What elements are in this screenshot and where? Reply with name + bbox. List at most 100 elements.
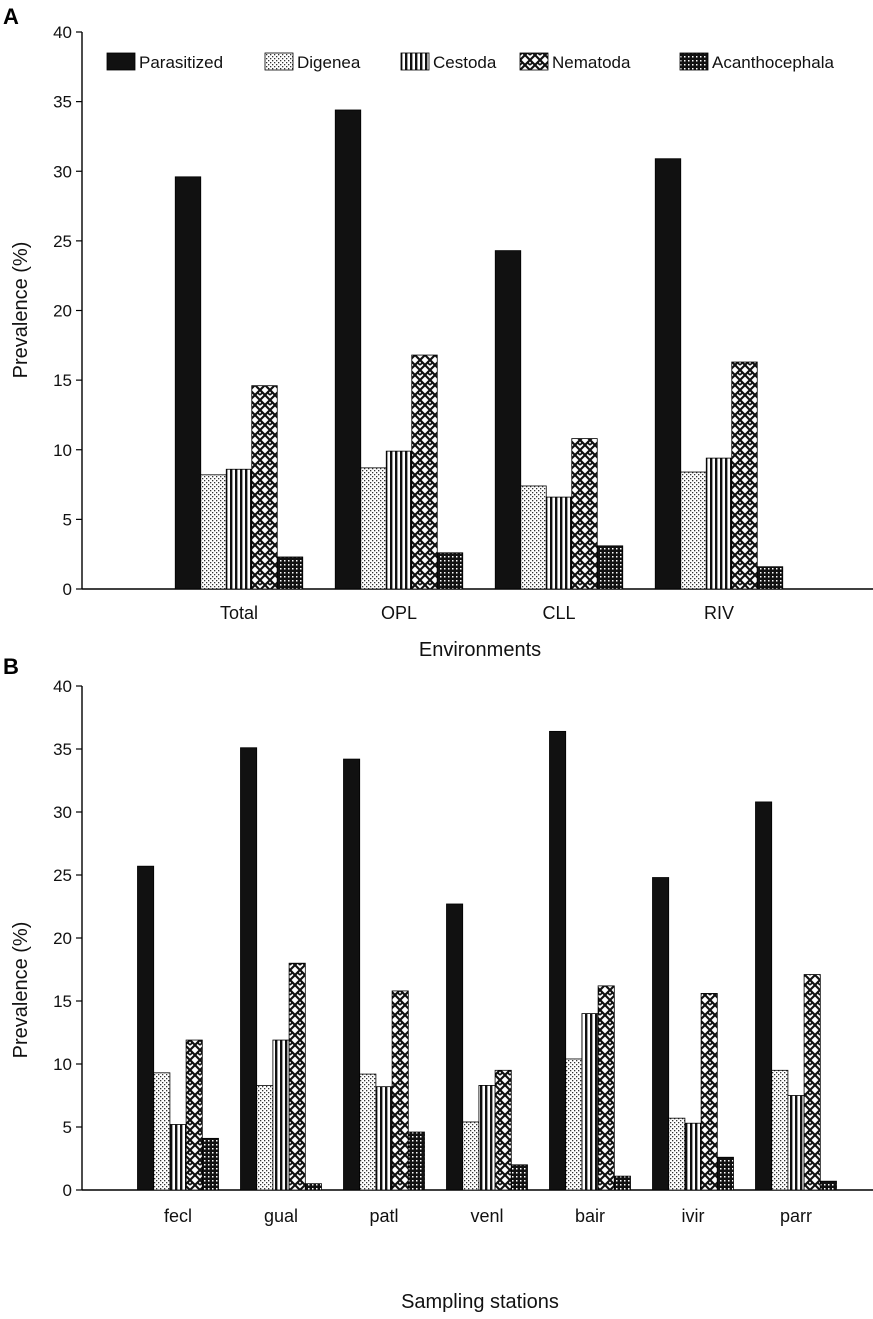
y-tick-label: 5 — [63, 510, 72, 529]
y-tick-label: 20 — [53, 929, 72, 948]
legend-label-parasitized: Parasitized — [139, 53, 223, 72]
y-tick-label: 35 — [53, 740, 72, 759]
bar-nematoda-bair — [597, 985, 615, 1191]
bar-nematoda-fecl — [185, 1039, 203, 1191]
bar-acanthocephala-venl — [510, 1164, 528, 1191]
legend-label-cestoda: Cestoda — [433, 53, 497, 72]
bar-nematoda-cll — [571, 438, 598, 590]
legend-swatch-nematoda — [519, 52, 549, 71]
y-tick-label: 15 — [53, 992, 72, 1011]
bar-cestoda-parr — [787, 1095, 805, 1191]
y-tick-label: 30 — [53, 803, 72, 822]
bar-digenea-patl — [359, 1073, 377, 1191]
bar-acanthocephala-bair — [613, 1175, 631, 1191]
y-tick-label: 25 — [53, 866, 72, 885]
bar-parasitized-opl — [334, 109, 362, 590]
bar-digenea-total — [200, 474, 227, 590]
bar-digenea-cll — [520, 485, 547, 590]
bar-acanthocephala-parr — [819, 1180, 837, 1191]
x-tick-label: fecl — [164, 1206, 192, 1226]
bar-parasitized-cll — [494, 250, 522, 590]
x-tick-label: venl — [470, 1206, 503, 1226]
x-tick-label: OPL — [381, 603, 417, 623]
bar-nematoda-ivir — [700, 993, 718, 1191]
y-axis-title-b: Prevalence (%) — [10, 922, 32, 1059]
bar-digenea-ivir — [668, 1117, 686, 1191]
legend: Parasitized Digenea Cestoda Nematoda Acantho… — [106, 52, 834, 72]
bar-digenea-parr — [771, 1069, 789, 1191]
x-tick-label: gual — [264, 1206, 298, 1226]
y-tick-label: 10 — [53, 441, 72, 460]
bar-parasitized-bair — [549, 730, 567, 1191]
x-tick-label: parr — [780, 1206, 812, 1226]
y-tick-label: 0 — [63, 1181, 72, 1200]
bar-nematoda-total — [251, 385, 278, 590]
y-tick-label: 20 — [53, 302, 72, 321]
bar-acanthocephala-total — [276, 556, 304, 590]
y-axis-title-a: Prevalence (%) — [10, 242, 32, 379]
x-tick-label: bair — [575, 1206, 605, 1226]
bar-nematoda-parr — [803, 974, 821, 1191]
legend-swatch-parasitized — [106, 52, 136, 71]
bar-acanthocephala-riv — [756, 566, 784, 590]
bar-cestoda-cll — [545, 496, 573, 590]
bar-acanthocephala-fecl — [201, 1137, 219, 1191]
bar-digenea-riv — [680, 471, 707, 590]
bar-acanthocephala-cll — [596, 545, 624, 590]
bar-cestoda-fecl — [169, 1124, 187, 1191]
plot-area-a: 0 5 10 15 20 25 30 35 40 Total OPL CLL RIV — [53, 23, 873, 623]
bar-cestoda-gual — [272, 1039, 290, 1191]
bar-cestoda-opl — [385, 450, 413, 590]
legend-swatch-acanthocephala — [679, 52, 709, 71]
y-tick-label: 10 — [53, 1055, 72, 1074]
y-tick-label: 40 — [53, 23, 72, 42]
bar-digenea-venl — [462, 1121, 480, 1191]
bar-parasitized-parr — [755, 801, 773, 1191]
bar-acanthocephala-gual — [304, 1183, 322, 1191]
bar-digenea-fecl — [153, 1072, 171, 1191]
bar-cestoda-patl — [375, 1086, 393, 1191]
bar-nematoda-gual — [288, 962, 306, 1191]
bar-cestoda-bair — [581, 1013, 599, 1191]
bar-parasitized-venl — [446, 903, 464, 1191]
bar-cestoda-ivir — [684, 1122, 702, 1191]
legend-label-nematoda: Nematoda — [552, 53, 631, 72]
legend-swatch-cestoda — [400, 52, 430, 71]
chart-panel-a: A Parasitized Digenea Cestoda Nematoda Acant… — [3, 4, 873, 661]
panel-label-a: A — [3, 4, 19, 29]
y-tick-label: 0 — [63, 580, 72, 599]
y-tick-label: 35 — [53, 93, 72, 112]
bar-acanthocephala-ivir — [716, 1156, 734, 1191]
bar-parasitized-gual — [240, 747, 258, 1191]
y-tick-label: 25 — [53, 232, 72, 251]
chart-panel-b: B 0 5 10 15 20 25 30 35 40 fecl gual patl venl bair iv… — [3, 654, 873, 1313]
bar-parasitized-ivir — [652, 877, 670, 1191]
bar-nematoda-riv — [731, 361, 758, 590]
plot-area-b: 0 5 10 15 20 25 30 35 40 fecl gual patl venl bair ivir… — [53, 677, 873, 1226]
bar-cestoda-total — [225, 468, 253, 590]
x-tick-label: patl — [369, 1206, 398, 1226]
y-tick-label: 40 — [53, 677, 72, 696]
bar-cestoda-riv — [705, 457, 733, 590]
bar-digenea-bair — [565, 1058, 583, 1191]
bar-cestoda-venl — [478, 1085, 496, 1191]
bar-nematoda-opl — [411, 354, 438, 590]
x-tick-label: CLL — [542, 603, 575, 623]
y-tick-label: 5 — [63, 1118, 72, 1137]
bar-nematoda-venl — [494, 1069, 512, 1191]
legend-label-digenea: Digenea — [297, 53, 361, 72]
bar-acanthocephala-patl — [407, 1131, 425, 1191]
x-axis-title-b: Sampling stations — [401, 1291, 559, 1313]
bar-digenea-opl — [360, 467, 387, 590]
bar-acanthocephala-opl — [436, 552, 464, 590]
bar-digenea-gual — [256, 1085, 274, 1191]
panel-label-b: B — [3, 654, 19, 679]
x-tick-label: ivir — [682, 1206, 705, 1226]
bar-parasitized-total — [174, 176, 202, 590]
bar-nematoda-patl — [391, 990, 409, 1191]
y-tick-label: 15 — [53, 371, 72, 390]
y-tick-label: 30 — [53, 162, 72, 181]
x-tick-label: RIV — [704, 603, 734, 623]
bar-parasitized-fecl — [137, 865, 155, 1191]
